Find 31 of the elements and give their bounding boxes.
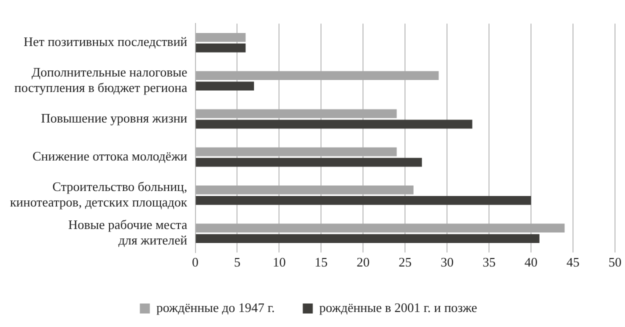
x-tick-label: 15 <box>314 254 328 270</box>
y-tick-label: Дополнительные налоговые поступления в бюджет региона <box>14 64 188 96</box>
bar <box>196 32 246 42</box>
bar <box>196 158 422 167</box>
x-tick-label: 5 <box>234 254 240 270</box>
x-tick-label: 30 <box>440 254 454 270</box>
x-tick-label: 20 <box>356 254 370 270</box>
x-tick-label: 25 <box>398 254 412 270</box>
x-tick-label: 0 <box>192 254 198 270</box>
bar <box>196 147 397 156</box>
bar <box>196 196 532 205</box>
bar <box>196 120 472 129</box>
bar <box>196 71 439 80</box>
y-tick-label: Повышение уровня жизни <box>40 110 188 126</box>
x-tick-label: 10 <box>272 254 286 270</box>
x-tick-label: 40 <box>524 254 538 270</box>
legend-label: рождённые в 2001 г. и позже <box>319 300 478 315</box>
y-tick-label: Снижение оттока молодёжи <box>32 148 188 164</box>
bar <box>196 109 397 118</box>
y-tick-label: Строительство больниц, кинотеатров, детских площадок <box>10 178 188 210</box>
bar <box>196 186 414 194</box>
x-tick-label: 35 <box>482 254 496 270</box>
y-tick-label: Новые рабочие места для жителей <box>68 216 188 248</box>
bar <box>196 82 254 90</box>
bar <box>196 224 565 233</box>
x-tick-label: 45 <box>566 254 580 270</box>
x-tick-label: 50 <box>608 254 622 270</box>
legend-label: рождённые до 1947 г. <box>156 300 275 315</box>
bar <box>196 234 540 244</box>
bar <box>196 43 246 52</box>
y-tick-label: Нет позитивных последствий <box>24 34 188 50</box>
